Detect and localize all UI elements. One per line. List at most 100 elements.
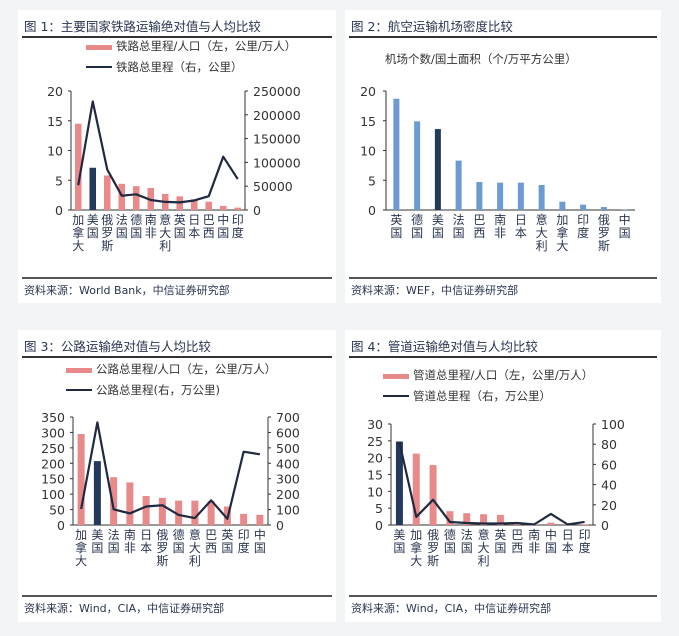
category-label: 国 — [619, 226, 631, 240]
category-label: 俄 — [156, 528, 168, 542]
category-label: 意 — [189, 527, 201, 542]
bar — [434, 129, 441, 210]
right-axis-tick: 60 — [601, 457, 617, 472]
figure-panel-2: 图 2：航空运输机场密度比较 机场个数/国土面积（个/万平方公里） 0 5 10 15 2… — [345, 10, 661, 303]
category-label: 中 — [619, 212, 631, 227]
category-label: 巴 — [203, 213, 215, 227]
category-label: 拿 — [556, 225, 568, 240]
left-axis-tick: 200 — [41, 456, 65, 471]
category-label: 国 — [87, 226, 99, 240]
category-label: 意 — [536, 212, 548, 227]
category-label: 罗 — [427, 541, 439, 555]
bar — [497, 182, 504, 210]
category-label: 南 — [528, 527, 540, 542]
category-label: 美 — [432, 213, 444, 227]
line-series — [80, 421, 261, 520]
category-label: 西 — [473, 226, 485, 240]
category-label: 日 — [188, 213, 200, 227]
category-label: 英 — [221, 528, 233, 542]
bar — [132, 186, 140, 210]
category-label: 英 — [390, 213, 402, 227]
legend-bar-swatch — [383, 374, 409, 379]
category-label: 利 — [536, 239, 548, 253]
category-label: 罗 — [598, 226, 610, 240]
bar — [175, 500, 183, 525]
bar — [446, 511, 454, 525]
source-divider — [22, 595, 332, 597]
category-label: 拿 — [75, 540, 87, 555]
category-label: 印 — [232, 213, 244, 227]
category-label: 大 — [189, 541, 201, 555]
left-axis-tick: 50 — [49, 503, 65, 518]
category-label: 法 — [108, 528, 120, 542]
left-axis-tick: 10 — [47, 144, 63, 159]
left-axis-tick: 0 — [375, 518, 383, 533]
category-label: 大 — [159, 226, 171, 240]
figure-title: 图 2：航空运输机场密度比较 — [351, 19, 513, 34]
bar — [496, 514, 504, 525]
category-label: 英 — [174, 213, 186, 227]
category-label: 国 — [174, 226, 186, 240]
bar — [463, 513, 471, 525]
bar — [190, 199, 198, 210]
bar — [455, 160, 462, 210]
right-axis-tick: 100000 — [253, 155, 301, 170]
category-label: 中 — [545, 527, 557, 542]
left-axis-tick: 30 — [367, 417, 383, 432]
category-label: 本 — [188, 226, 200, 240]
bar — [256, 514, 264, 525]
category-label: 加 — [556, 213, 568, 227]
category-label: 德 — [411, 212, 423, 227]
bar — [93, 461, 101, 525]
category-label: 非 — [528, 541, 540, 555]
category-label: 非 — [124, 541, 136, 555]
road-chart: 公路总里程/人口（左，公里/万人）公路总里程(右，万公里)05010015020… — [41, 362, 300, 568]
category-label: 大 — [536, 226, 548, 240]
category-label: 德 — [130, 212, 142, 227]
category-label: 德 — [173, 527, 185, 542]
left-axis-tick: 350 — [41, 410, 65, 425]
right-axis-tick: 600 — [276, 425, 300, 440]
bar — [207, 500, 215, 525]
left-axis-tick: 25 — [367, 434, 383, 449]
bar — [559, 201, 566, 210]
category-label: 南 — [124, 527, 136, 542]
bar — [480, 514, 488, 525]
axis-tick: 15 — [360, 114, 376, 129]
category-label: 法 — [453, 213, 465, 227]
legend-line-label: 公路总里程(右，万公里) — [96, 383, 220, 397]
category-label: 印 — [579, 528, 591, 542]
left-axis-tick: 100 — [41, 487, 65, 502]
category-label: 西 — [205, 541, 217, 555]
category-label: 日 — [562, 528, 574, 542]
left-axis-tick: 150 — [41, 472, 65, 487]
category-label: 印 — [577, 213, 589, 227]
category-label: 拿 — [410, 540, 422, 555]
category-label: 国 — [108, 541, 120, 555]
category-label: 大 — [478, 541, 490, 555]
bar — [476, 182, 483, 210]
right-axis-tick: 150000 — [253, 132, 301, 147]
left-axis-tick: 250 — [41, 441, 65, 456]
category-label: 国 — [390, 226, 402, 240]
left-axis-tick: 15 — [367, 468, 383, 483]
category-label: 国 — [432, 226, 444, 240]
category-label: 俄 — [427, 528, 439, 542]
bar — [547, 522, 555, 525]
category-label: 印 — [238, 528, 250, 542]
title-divider — [349, 356, 657, 358]
bar — [517, 182, 524, 210]
rail-chart: 铁路总里程/人口（左，公里/万人） 铁路总里程（右，公里） 0 5 10 15 20 0 500… — [47, 39, 301, 253]
bar — [103, 175, 111, 210]
right-axis-tick: 80 — [601, 437, 617, 452]
right-axis-tick: 300 — [276, 472, 300, 487]
category-label: 斯 — [156, 554, 168, 568]
title-divider — [22, 36, 332, 38]
category-label: 南 — [494, 212, 506, 227]
left-axis-tick: 15 — [47, 114, 63, 129]
right-axis-tick: 400 — [276, 456, 300, 471]
category-label: 日 — [515, 213, 527, 227]
bar — [234, 207, 242, 210]
right-axis-tick: 100 — [276, 503, 300, 518]
category-label: 大 — [556, 239, 568, 253]
